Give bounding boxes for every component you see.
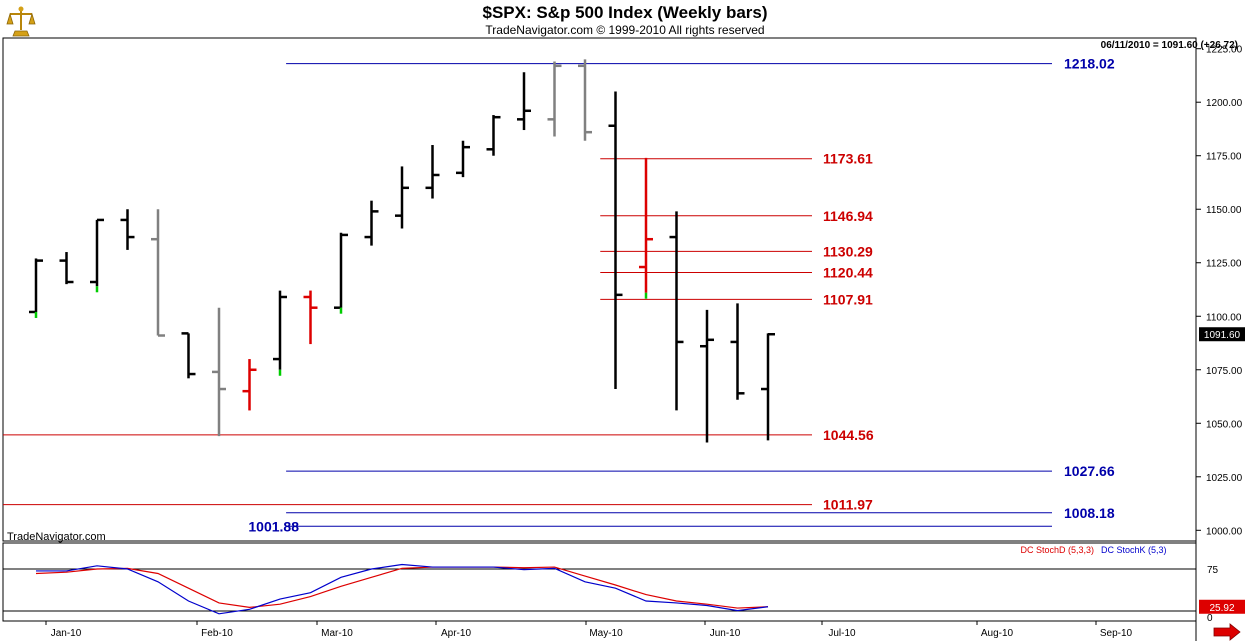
level-label: 1146.94 (823, 208, 873, 224)
x-tick-label: Jan-10 (51, 628, 82, 639)
x-tick-label: Sep-10 (1100, 628, 1133, 639)
y-tick-label: 1025.00 (1206, 473, 1243, 484)
last-price-box (1199, 327, 1245, 342)
price-panel-frame (2, 37, 1197, 542)
level-label: 1130.29 (823, 243, 873, 259)
stoch-0-label: 0 (1207, 613, 1213, 624)
level-label: 1011.97 (823, 497, 873, 513)
y-tick-label: 1125.00 (1206, 259, 1242, 270)
stoch-75-label: 75 (1207, 565, 1219, 576)
level-label: 1027.66 (1064, 463, 1115, 479)
y-tick-label: 1100.00 (1206, 312, 1242, 323)
level-label: 1218.02 (1064, 56, 1115, 72)
level-label: 1008.18 (1064, 505, 1115, 521)
x-tick-label: May-10 (589, 628, 623, 639)
stoch-d-line (35, 566, 769, 609)
x-tick-label: Aug-10 (981, 628, 1014, 639)
stoch-legend-k: DC StochK (5,3) (1101, 545, 1167, 555)
chart-title: $SPX: S&p 500 Index (Weekly bars) (482, 3, 768, 22)
watermark-text: TradeNavigator.com (7, 531, 106, 543)
stoch-k-line (36, 563, 769, 615)
chart-subtitle: TradeNavigator.com © 1999-2010 All right… (485, 23, 765, 37)
y-tick-label: 1225.00 (1206, 45, 1243, 56)
y-tick-label: 1075.00 (1206, 366, 1243, 377)
last-price-label: 1091.60 (1204, 330, 1241, 341)
stoch-last-label: 25.92 (1209, 603, 1234, 614)
x-tick-label: Apr-10 (441, 628, 471, 639)
y-tick-label: 1175.00 (1206, 152, 1242, 163)
stoch-panel-frame (2, 542, 1197, 622)
y-tick-label: 1000.00 (1206, 526, 1243, 537)
scroll-right-icon[interactable] (1213, 623, 1241, 641)
level-label: 1120.44 (823, 265, 873, 281)
stoch-last-box (1199, 599, 1245, 614)
level-label: 1173.61 (823, 151, 873, 167)
level-label: 1107.91 (823, 291, 873, 307)
x-tick-label: Jun-10 (710, 628, 741, 639)
trade-navigator-logo-icon (6, 4, 36, 38)
stoch-legend-d: DC StochD (5,3,3) (1020, 545, 1094, 555)
y-tick-label: 1150.00 (1206, 205, 1242, 216)
x-tick-label: Jul-10 (828, 628, 856, 639)
level-label: 1044.56 (823, 427, 874, 443)
y-tick-label: 1200.00 (1206, 98, 1243, 109)
x-tick-label: Mar-10 (321, 628, 353, 639)
y-tick-label: 1050.00 (1206, 419, 1243, 430)
x-tick-label: Feb-10 (201, 628, 233, 639)
quote-text: 06/11/2010 = 1091.60 (+26.72) (1101, 40, 1238, 51)
level-label: 1001.88 (248, 518, 299, 534)
